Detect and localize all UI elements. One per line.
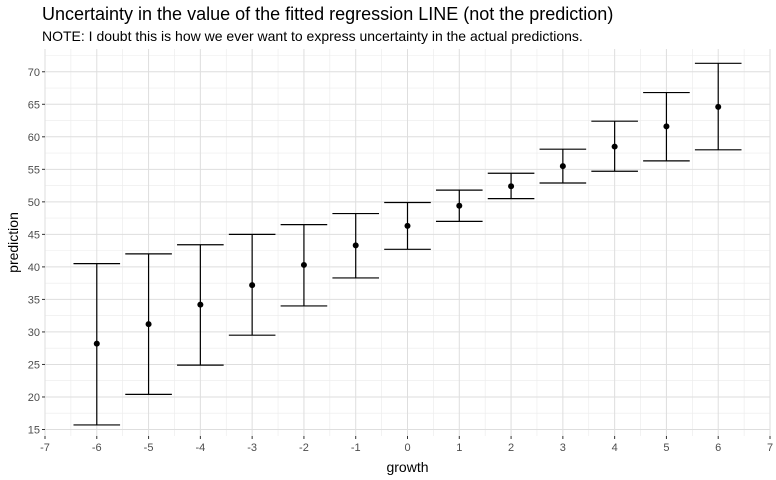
y-tick-label: 20 <box>28 392 40 404</box>
x-tick-label: -2 <box>299 442 309 454</box>
y-axis-title: prediction <box>5 212 21 273</box>
y-tick-label: 65 <box>28 99 40 111</box>
y-tick-label: 60 <box>28 132 40 144</box>
y-tick-label: 55 <box>28 164 40 176</box>
data-point <box>352 242 359 249</box>
x-axis-ticks: -7 -6 -5 -4 -3 -2 -1 0 1 2 3 4 5 6 7 <box>40 436 773 454</box>
x-tick-label: 6 <box>715 442 721 454</box>
y-tick-label: 15 <box>28 424 40 436</box>
data-point <box>249 282 256 289</box>
x-tick-label: -4 <box>195 442 205 454</box>
chart-title: Uncertainty in the value of the fitted r… <box>42 4 614 24</box>
x-tick-label: 0 <box>404 442 410 454</box>
x-tick-label: 2 <box>508 442 514 454</box>
x-tick-label: 3 <box>560 442 566 454</box>
y-tick-label: 70 <box>28 67 40 79</box>
data-point <box>145 321 152 328</box>
data-point <box>197 301 204 308</box>
y-tick-label: 25 <box>28 359 40 371</box>
y-tick-label: 50 <box>28 197 40 209</box>
data-point <box>508 183 515 190</box>
data-point <box>300 261 307 268</box>
x-tick-label: 5 <box>663 442 669 454</box>
data-point <box>559 163 566 170</box>
x-tick-label: -3 <box>247 442 257 454</box>
chart-subtitle: NOTE: I doubt this is how we ever want t… <box>42 28 583 44</box>
x-tick-label: -7 <box>40 442 50 454</box>
data-point <box>611 143 618 150</box>
x-tick-label: -5 <box>144 442 154 454</box>
data-points <box>93 103 722 347</box>
data-point <box>663 123 670 130</box>
x-axis-title: growth <box>386 459 428 475</box>
x-tick-label: -1 <box>351 442 361 454</box>
y-tick-label: 40 <box>28 262 40 274</box>
x-tick-label: 4 <box>612 442 618 454</box>
y-axis-ticks: 15 20 25 30 35 40 45 50 55 60 65 70 <box>28 67 45 436</box>
y-tick-label: 30 <box>28 327 40 339</box>
y-tick-label: 45 <box>28 229 40 241</box>
x-tick-label: 7 <box>767 442 773 454</box>
x-tick-label: -6 <box>92 442 102 454</box>
y-tick-label: 35 <box>28 294 40 306</box>
data-point <box>715 103 722 110</box>
data-point <box>93 340 100 347</box>
data-point <box>456 202 463 209</box>
data-point <box>404 222 411 229</box>
x-tick-label: 1 <box>456 442 462 454</box>
